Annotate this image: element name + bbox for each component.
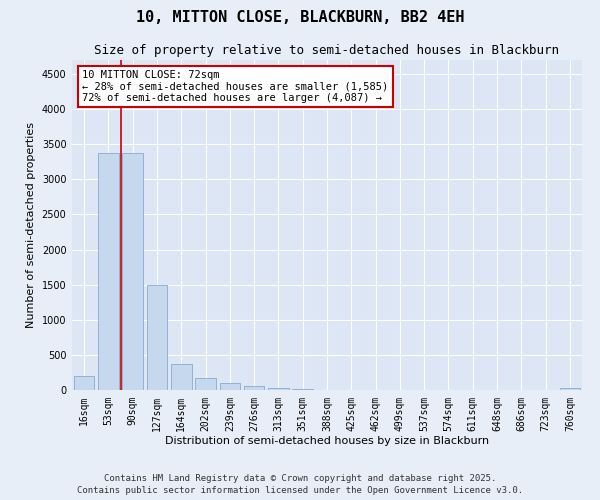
- Bar: [244, 386, 265, 390]
- Bar: [122, 152, 143, 390]
- Bar: [146, 284, 167, 390]
- Bar: [98, 152, 119, 390]
- Bar: [171, 364, 191, 390]
- Bar: [292, 389, 313, 390]
- Bar: [560, 388, 580, 390]
- Text: 10 MITTON CLOSE: 72sqm
← 28% of semi-detached houses are smaller (1,585)
72% of : 10 MITTON CLOSE: 72sqm ← 28% of semi-det…: [82, 70, 388, 103]
- Bar: [195, 378, 216, 390]
- Title: Size of property relative to semi-detached houses in Blackburn: Size of property relative to semi-detach…: [95, 44, 560, 58]
- Text: 10, MITTON CLOSE, BLACKBURN, BB2 4EH: 10, MITTON CLOSE, BLACKBURN, BB2 4EH: [136, 10, 464, 25]
- Text: Contains HM Land Registry data © Crown copyright and database right 2025.
Contai: Contains HM Land Registry data © Crown c…: [77, 474, 523, 495]
- Bar: [220, 384, 240, 390]
- Y-axis label: Number of semi-detached properties: Number of semi-detached properties: [26, 122, 36, 328]
- X-axis label: Distribution of semi-detached houses by size in Blackburn: Distribution of semi-detached houses by …: [165, 436, 489, 446]
- Bar: [74, 376, 94, 390]
- Bar: [268, 388, 289, 390]
